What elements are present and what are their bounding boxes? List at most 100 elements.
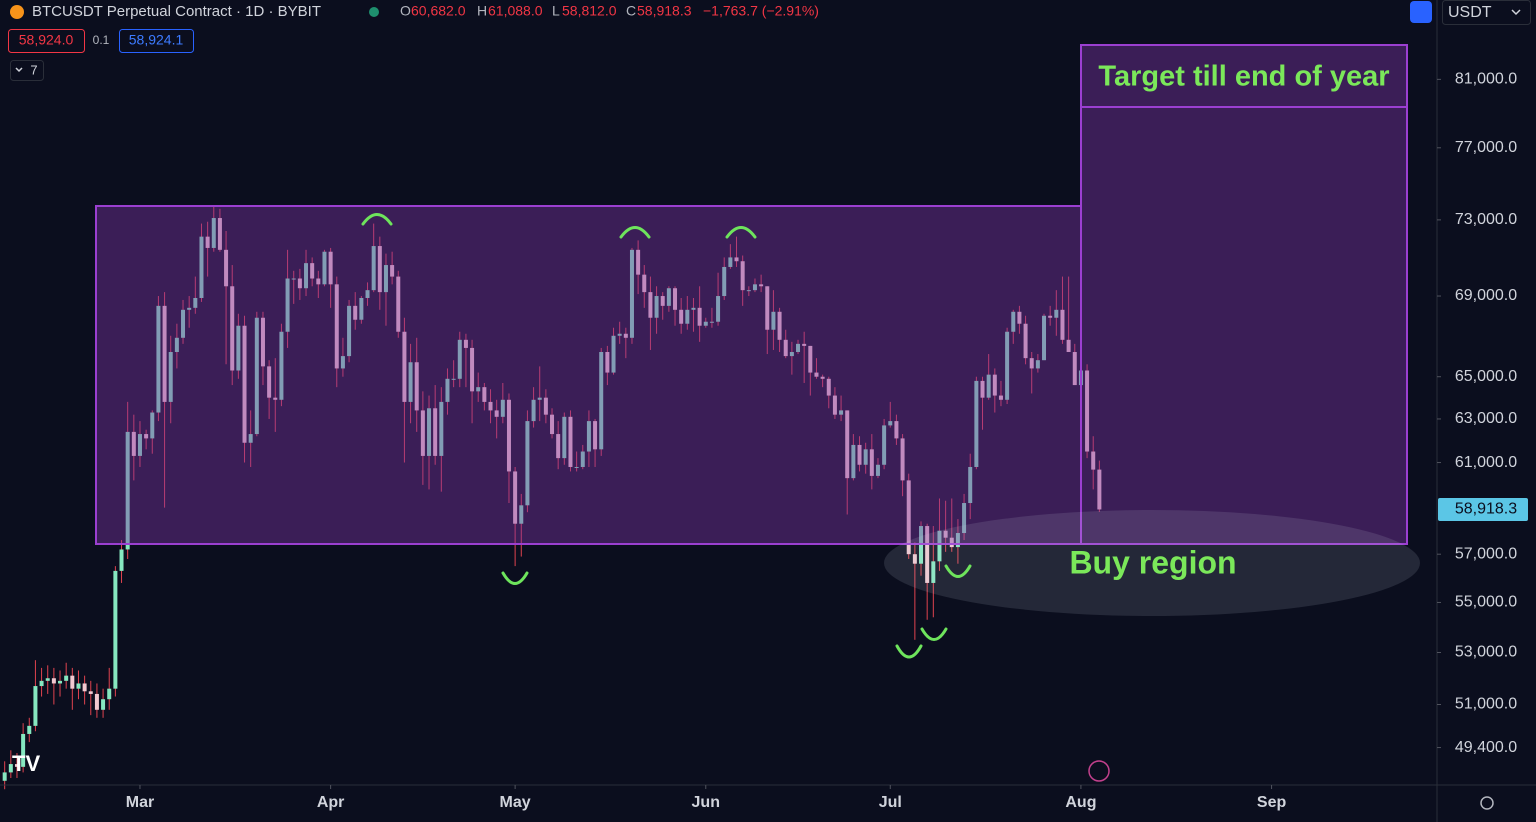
candle-body xyxy=(777,311,782,340)
candle-body xyxy=(519,505,524,524)
candle-body xyxy=(1097,469,1102,510)
x-tick-label: Jul xyxy=(879,794,902,811)
candle-body xyxy=(955,533,960,548)
candle-body xyxy=(796,343,801,353)
candle-body xyxy=(691,307,696,310)
y-tick-label: 65,000.0 xyxy=(1455,368,1517,385)
candle-body xyxy=(525,421,530,506)
candle-body xyxy=(230,286,235,371)
candle-body xyxy=(562,416,567,459)
candle-body xyxy=(402,331,407,402)
candle-body xyxy=(488,401,493,411)
price-axis: 81,000.0 77,000.0 73,000.0 69,000.0 65,000.0… xyxy=(1437,71,1528,756)
spread: 0.1 xyxy=(93,33,110,47)
candle-body xyxy=(654,296,659,318)
candle-body xyxy=(1054,309,1059,318)
candle-body xyxy=(765,286,770,330)
symbol-logo xyxy=(10,5,24,19)
y-tick-label: 53,000.0 xyxy=(1455,644,1517,661)
candle-body xyxy=(494,410,499,417)
candle-body xyxy=(1085,370,1090,452)
candle-body xyxy=(925,526,930,583)
candle-body xyxy=(599,352,604,450)
candle-body xyxy=(174,337,179,353)
candle-body xyxy=(162,305,167,402)
candle-body xyxy=(623,333,628,338)
candle-body xyxy=(826,378,831,396)
candle-body xyxy=(974,380,979,467)
candle-body xyxy=(1023,323,1028,359)
candle-body xyxy=(168,352,173,402)
candle-body xyxy=(728,257,733,267)
x-tick-label: Aug xyxy=(1065,794,1096,811)
y-tick-label: 69,000.0 xyxy=(1455,287,1517,304)
candle-body xyxy=(759,284,764,287)
candle-body xyxy=(998,395,1003,400)
buy-button[interactable] xyxy=(119,29,194,53)
sync-button[interactable] xyxy=(1410,1,1432,23)
y-tick-label: 51,000.0 xyxy=(1455,696,1517,713)
sell-button[interactable] xyxy=(8,29,85,53)
candle-body xyxy=(322,251,327,285)
chevron-icon xyxy=(15,67,23,73)
candle-body xyxy=(752,284,757,291)
indicator-count[interactable]: 7 xyxy=(30,62,37,77)
candle-body xyxy=(685,309,690,324)
x-tick-label: Jun xyxy=(692,794,720,811)
candle-body xyxy=(550,414,555,435)
candle-body xyxy=(88,691,93,694)
ohlc-value: 58,812.0 xyxy=(562,3,617,19)
indicators-toggle[interactable] xyxy=(10,60,44,81)
candle-body xyxy=(14,764,19,767)
tv-logo: TV xyxy=(12,751,40,776)
candle-body xyxy=(906,480,911,555)
candle-body xyxy=(451,378,456,380)
candle-body xyxy=(70,675,75,689)
candle-body xyxy=(574,466,579,468)
y-tick-label: 81,000.0 xyxy=(1455,71,1517,88)
candle-body xyxy=(260,317,265,367)
candle-body xyxy=(839,410,844,415)
candle-body xyxy=(1048,315,1053,318)
flash-icon[interactable] xyxy=(1088,760,1110,782)
candle-body xyxy=(931,561,936,583)
candle-body xyxy=(340,356,345,369)
candle-body xyxy=(439,401,444,456)
candle-body xyxy=(586,421,591,452)
candle-body xyxy=(316,278,321,285)
symbol-title: BTCUSDT Perpetual Contract · 1D · BYBIT xyxy=(32,3,321,20)
buy-price[interactable]: 58,924.1 xyxy=(129,32,184,48)
buy-label: Buy region xyxy=(1069,544,1236,580)
candle-body xyxy=(248,434,253,443)
bottom-arc xyxy=(920,627,948,641)
candle-body xyxy=(513,471,518,524)
x-tick-label: May xyxy=(500,794,531,811)
market-status xyxy=(369,7,379,17)
candle-body xyxy=(832,395,837,415)
top-arc xyxy=(361,213,393,226)
sell-price[interactable]: 58,924.0 xyxy=(19,32,74,48)
plot-area xyxy=(2,205,1102,790)
candle-body xyxy=(427,408,432,456)
currency-select[interactable] xyxy=(1442,0,1531,25)
candle-body xyxy=(617,333,622,336)
candle-body xyxy=(537,397,542,400)
candle-body xyxy=(1091,451,1096,470)
candle-body xyxy=(1011,311,1016,332)
currency[interactable]: USDT xyxy=(1448,4,1492,21)
candle-body xyxy=(33,686,38,726)
candle-body xyxy=(703,321,708,326)
candle-body xyxy=(193,297,198,308)
candle-body xyxy=(709,321,714,323)
settings-icon[interactable] xyxy=(1480,796,1494,810)
candle-body xyxy=(673,288,678,310)
candle-body xyxy=(734,257,739,262)
candle-body xyxy=(642,274,647,293)
candle-body xyxy=(968,466,973,504)
ohlc-key: H xyxy=(477,3,487,19)
candle-body xyxy=(783,339,788,357)
buy-region xyxy=(884,510,1420,616)
candle-body xyxy=(224,249,229,287)
top-arc xyxy=(725,226,757,239)
candle-body xyxy=(76,683,81,689)
